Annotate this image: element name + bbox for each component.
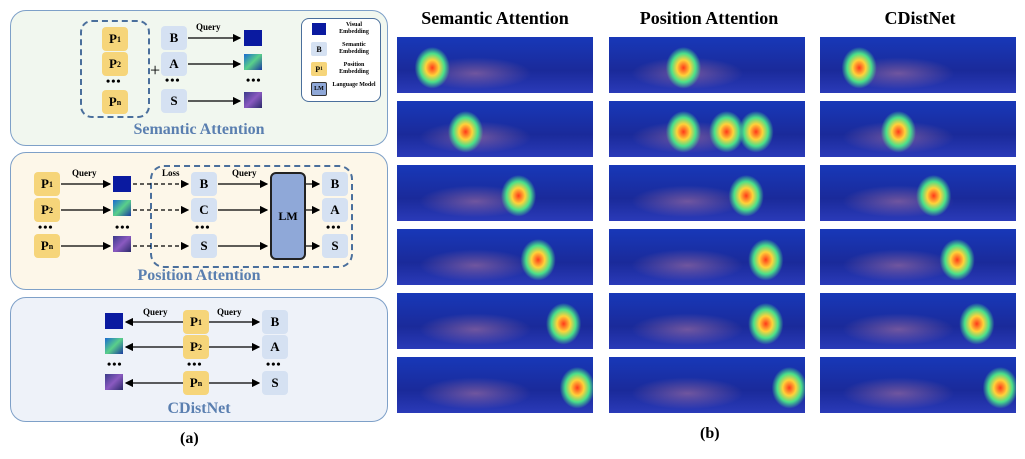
semantic-char-s: S (161, 89, 187, 113)
column-title-cdistnet: CDistNet (884, 8, 956, 28)
legend-semantic-swatch: B (311, 42, 327, 56)
heatmap-position-row-3 (609, 165, 805, 221)
position-lm-group (150, 165, 353, 268)
heatmap-semantic-row-1 (397, 37, 593, 93)
semantic-pos-dots: ••• (106, 74, 122, 88)
plus-sign: + (150, 60, 161, 80)
position-visual-2 (113, 200, 131, 216)
position-loss-label: Loss (162, 168, 180, 178)
position-char-in-s: S (191, 234, 217, 258)
position-char-in-c: C (191, 198, 217, 222)
heatmap-position-row-1 (609, 37, 805, 93)
column-title-position: Position Attention (639, 8, 779, 28)
heatmap-position-row-5 (609, 293, 805, 349)
heatmap-position-row-6 (609, 357, 805, 413)
cdistnet-visual-1 (105, 313, 123, 329)
heatmap-semantic-row-5 (397, 293, 593, 349)
legend-lm-label: Language Model (332, 82, 376, 88)
heatmap-semantic-row-2 (397, 101, 593, 157)
heatmap-cdistnet-row-4 (820, 229, 1016, 285)
semantic-visual-1 (244, 30, 262, 46)
cdistnet-char-b: B (262, 310, 288, 334)
cdistnet-char-s: S (262, 371, 288, 395)
cdistnet-pos-dots: ••• (187, 357, 203, 371)
position-visual-dots: ••• (115, 220, 131, 234)
position-visual-n (113, 236, 131, 252)
heatmap-semantic-row-6 (397, 357, 593, 413)
caption-a: (a) (180, 430, 199, 447)
position-query-label: Query (72, 168, 97, 178)
legend-lm-swatch: LM (311, 82, 327, 96)
cdistnet-query-left: Query (143, 307, 168, 317)
cdistnet-query-right: Query (217, 307, 242, 317)
position-attention-title: Position Attention (137, 267, 261, 284)
heatmap-semantic-row-4 (397, 229, 593, 285)
position-char-out-b: B (322, 172, 348, 196)
legend-semantic-label: Semantic Embedding (339, 42, 369, 55)
language-model-block: LM (270, 172, 306, 260)
heatmap-cdistnet-row-2 (820, 101, 1016, 157)
semantic-visual-dots: ••• (246, 73, 262, 87)
position-char-out-s: S (322, 234, 348, 258)
position-char-out-a: A (322, 198, 348, 222)
position-char-out-dots: ••• (326, 220, 342, 234)
heatmap-cdistnet-row-6 (820, 357, 1016, 413)
position-char-in-b: B (191, 172, 217, 196)
semantic-position-group (80, 20, 150, 118)
position-char-in-dots: ••• (195, 220, 211, 234)
semantic-query-label: Query (196, 22, 221, 32)
semantic-char-b: B (161, 26, 187, 50)
cdistnet-title: CDistNet (167, 400, 231, 417)
heatmap-cdistnet-row-3 (820, 165, 1016, 221)
heatmap-position-row-4 (609, 229, 805, 285)
cdistnet-visual-n (105, 374, 123, 390)
heatmap-position-row-2 (609, 101, 805, 157)
heatmap-cdistnet-row-1 (820, 37, 1016, 93)
cdistnet-char-dots: ••• (266, 357, 282, 371)
legend-visual-label: Visual Embedding (339, 22, 369, 35)
legend-visual-swatch (312, 23, 326, 35)
caption-b: (b) (700, 425, 720, 442)
semantic-char-a: A (161, 52, 187, 76)
legend-position-label: Position Embedding (339, 62, 369, 75)
cdistnet-visual-dots: ••• (107, 357, 123, 371)
semantic-char-dots: ••• (165, 73, 181, 87)
semantic-visual-n (244, 92, 262, 108)
position-query2-label: Query (232, 168, 257, 178)
cdistnet-visual-2 (105, 338, 123, 354)
column-title-semantic: Semantic Attention (421, 8, 569, 28)
semantic-visual-2 (244, 54, 262, 70)
position-pos-dots: ••• (38, 220, 54, 234)
cdistnet-char-a: A (262, 335, 288, 359)
heatmap-cdistnet-row-5 (820, 293, 1016, 349)
heatmap-semantic-row-3 (397, 165, 593, 221)
position-visual-1 (113, 176, 131, 192)
semantic-attention-title: Semantic Attention (133, 121, 265, 138)
